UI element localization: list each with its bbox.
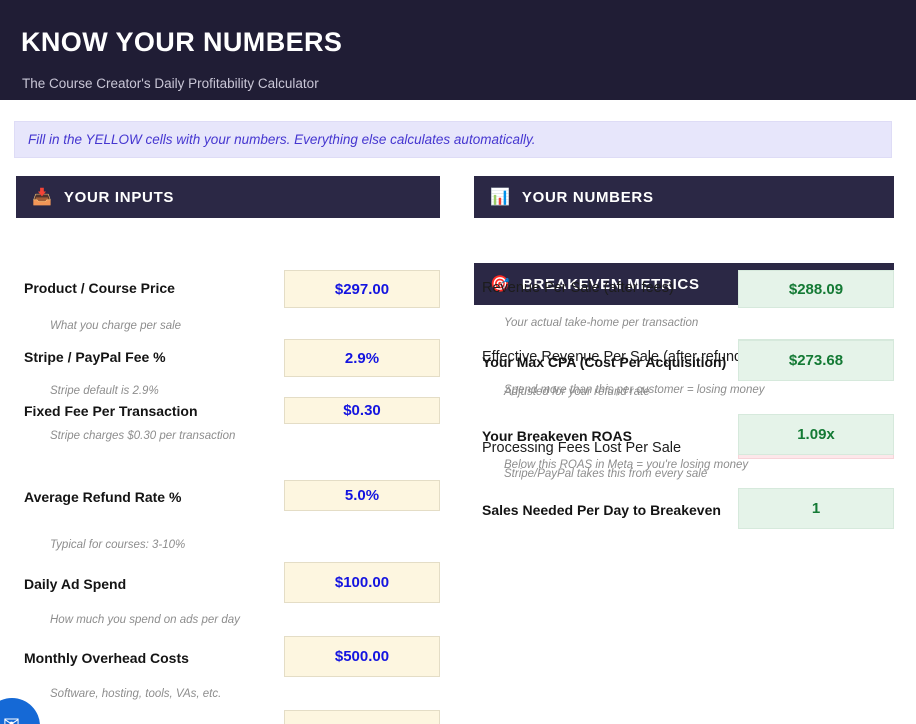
inputs-section-title: YOUR INPUTS [63,188,175,206]
row-label: Revenue Per Sale (after fees) [482,280,674,296]
help-chat-button[interactable]: ✉ [0,698,40,724]
max-cpa-value: $273.68 [738,340,894,381]
row-note: Below this ROAS in Meta = you're losing … [504,459,749,471]
page-banner: KNOW YOUR NUMBERS The Course Creator's D… [0,0,916,100]
row-note: Stripe charges $0.30 per transaction [50,430,236,442]
page-title: KNOW YOUR NUMBERS [21,27,343,57]
row-note: Software, hosting, tools, VAs, etc. [50,688,222,700]
row-label: Fixed Fee Per Transaction [24,403,198,419]
refund-rate-input[interactable]: 5.0% [284,480,440,511]
inputs-section-header: 📥 YOUR INPUTS [16,176,440,218]
dart-target-icon: 🎯 [490,274,510,293]
fixed-fee-input[interactable]: $0.30 [284,397,440,424]
row-note: Stripe/PayPal takes this from every sale [504,468,708,480]
sales-needed-value: 1 [738,488,894,529]
row-label: Product / Course Price [24,280,175,296]
row-label: Effective Revenue Per Sale (after refund [482,349,743,365]
row-note: Adjusted for your refund rate [504,386,650,398]
bar-chart-icon: 📊 [490,187,510,206]
page-subtitle: The Course Creator's Daily Profitability… [22,76,319,91]
instruction-banner: Fill in the YELLOW cells with your numbe… [14,121,892,158]
product-price-input[interactable]: $297.00 [284,270,440,308]
row-label: Your Max CPA (Cost Per Acquisition) [482,354,727,370]
avg-sales-per-day-input[interactable]: 2 [284,710,440,724]
row-note: Typical for courses: 3-10% [50,539,186,551]
daily-ad-spend-input[interactable]: $100.00 [284,562,440,603]
envelope-icon: ✉ [3,712,20,724]
numbers-column: 📊 YOUR NUMBERS Revenue Per Sale (after f… [474,176,894,529]
row-label: Average Refund Rate % [24,489,182,505]
row-label: Processing Fees Lost Per Sale [482,440,682,456]
row-label: Monthly Overhead Costs [24,650,189,666]
row-label: Stripe / PayPal Fee % [24,349,166,365]
inputs-column: 📥 YOUR INPUTS Product / Course Price Wha… [16,176,440,724]
inbox-tray-icon: 📥 [32,187,52,206]
row-note: What you charge per sale [50,320,182,332]
monthly-overhead-input[interactable]: $500.00 [284,636,440,677]
row-note: How much you spend on ads per day [50,614,240,626]
stripe-fee-percent-input[interactable]: 2.9% [284,339,440,377]
row-note: Spend more than this per customer = losi… [504,384,765,396]
numbers-section-title: YOUR NUMBERS [521,188,654,206]
row-note: Your actual take-home per transaction [504,317,699,329]
breakeven-section-title: BREAKEVEN METRICS [521,275,700,293]
row-label: Sales Needed Per Day to Breakeven [482,502,721,518]
revenue-per-sale-value: $288.09 [738,270,894,308]
instruction-text: Fill in the YELLOW cells with your numbe… [28,132,536,147]
breakeven-roas-value: 1.09x [738,414,894,455]
numbers-section-header: 📊 YOUR NUMBERS [474,176,894,218]
row-label: Daily Ad Spend [24,576,127,592]
row-label: Your Breakeven ROAS [482,428,632,444]
row-note: Stripe default is 2.9% [50,385,159,397]
